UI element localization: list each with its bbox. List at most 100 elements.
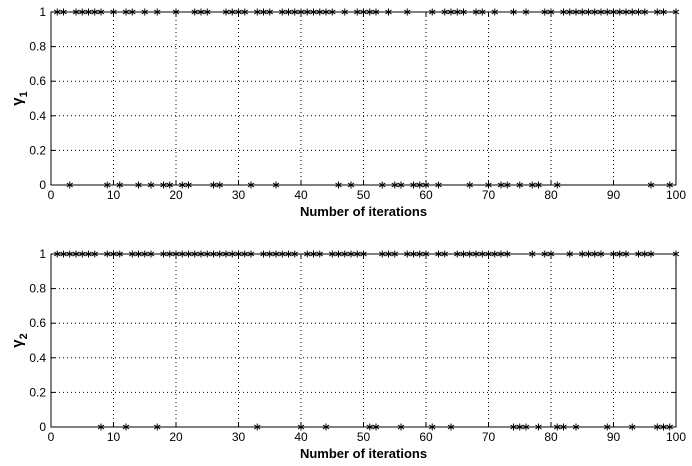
data-point (297, 8, 305, 16)
x-tick-label: 100 (666, 188, 686, 202)
data-point (135, 250, 142, 258)
data-point (378, 181, 386, 189)
data-point (285, 8, 292, 16)
data-point (547, 250, 555, 258)
data-point (197, 250, 205, 258)
data-point (203, 250, 211, 258)
y-tick-label: 0.6 (29, 74, 46, 88)
data-point (216, 250, 224, 258)
data-point (653, 8, 661, 16)
data-point (91, 8, 99, 16)
data-point (460, 8, 467, 16)
data-point (272, 250, 280, 258)
data-point (91, 250, 99, 258)
data-point (422, 250, 430, 258)
data-point (110, 8, 117, 16)
data-point (672, 8, 680, 16)
y-tick-label: 0.8 (29, 40, 46, 54)
x-tick-label: 100 (666, 430, 686, 444)
data-point (591, 250, 599, 258)
data-point (103, 181, 111, 189)
data-point (566, 8, 574, 16)
data-point (147, 250, 155, 258)
data-point (403, 250, 411, 258)
data-point (122, 8, 130, 16)
data-point (72, 8, 80, 16)
data-point (485, 250, 492, 258)
data-point (416, 250, 424, 258)
data-point (72, 250, 80, 258)
y-axis-label-symbol: γ (9, 339, 26, 348)
data-point (547, 8, 555, 16)
x-tick-label: 60 (419, 430, 433, 444)
data-point (260, 8, 267, 16)
plot-panel-gamma1: 0 10 20 30 40 50 60 70 80 90 100 0 0.2 0.4 0.6 0.8 1 Numb… (9, 5, 686, 219)
data-point (353, 8, 361, 16)
data-point (466, 181, 474, 189)
data-point (341, 250, 349, 258)
x-tick-label: 60 (419, 188, 433, 202)
data-point (178, 250, 186, 258)
data-point (616, 8, 624, 16)
data-point (122, 423, 130, 431)
data-point (497, 181, 505, 189)
data-point (641, 8, 649, 16)
data-point (66, 181, 74, 189)
data-point (310, 250, 317, 258)
data-point (460, 250, 467, 258)
data-point (585, 8, 592, 16)
data-point (222, 8, 230, 16)
data-point (397, 423, 405, 431)
x-tick-label: 50 (357, 188, 371, 202)
data-point (347, 250, 355, 258)
data-point (235, 250, 242, 258)
data-point (110, 250, 117, 258)
y-tick-label: 0.4 (29, 351, 46, 365)
data-point (166, 181, 174, 189)
data-point (228, 8, 236, 16)
data-point (222, 250, 230, 258)
data-point (478, 8, 486, 16)
data-point (291, 250, 299, 258)
plot-panel-gamma2: 0 10 20 30 40 50 60 70 80 90 100 0 0.2 0.4 0.6 0.8 1 Numb… (9, 247, 686, 461)
y-axis-label-subscript: 1 (18, 91, 30, 97)
data-point (472, 250, 480, 258)
data-point (572, 423, 580, 431)
data-point (316, 8, 324, 16)
y-tick-label: 1 (39, 247, 46, 261)
y-tick-label: 0.4 (29, 109, 46, 123)
data-point (516, 181, 524, 189)
data-point (53, 8, 61, 16)
data-point (85, 8, 92, 16)
data-point (672, 250, 680, 258)
data-point (266, 8, 274, 16)
data-point (97, 423, 105, 431)
plot-frame (50, 11, 677, 186)
data-point (103, 250, 111, 258)
y-tick-label: 0.6 (29, 316, 46, 330)
x-tick-label: 80 (544, 188, 558, 202)
data-point (528, 181, 536, 189)
y-tick-label: 0.2 (29, 385, 46, 399)
data-point (228, 250, 236, 258)
data-point (216, 181, 224, 189)
x-tick-label: 50 (357, 430, 371, 444)
data-point (597, 250, 605, 258)
data-point (191, 8, 199, 16)
data-point (172, 250, 180, 258)
data-point (360, 250, 367, 258)
data-point (153, 423, 161, 431)
y-axis-label: γ2 (9, 333, 30, 347)
data-point (597, 8, 605, 16)
x-tick-label: 30 (232, 188, 246, 202)
data-point (410, 250, 417, 258)
data-point (528, 250, 536, 258)
data-point (622, 8, 630, 16)
data-point (578, 8, 586, 16)
data-point (347, 181, 355, 189)
data-point (353, 250, 361, 258)
data-point (166, 250, 174, 258)
data-point (185, 250, 192, 258)
x-tick-label: 70 (482, 188, 496, 202)
data-point (491, 8, 499, 16)
